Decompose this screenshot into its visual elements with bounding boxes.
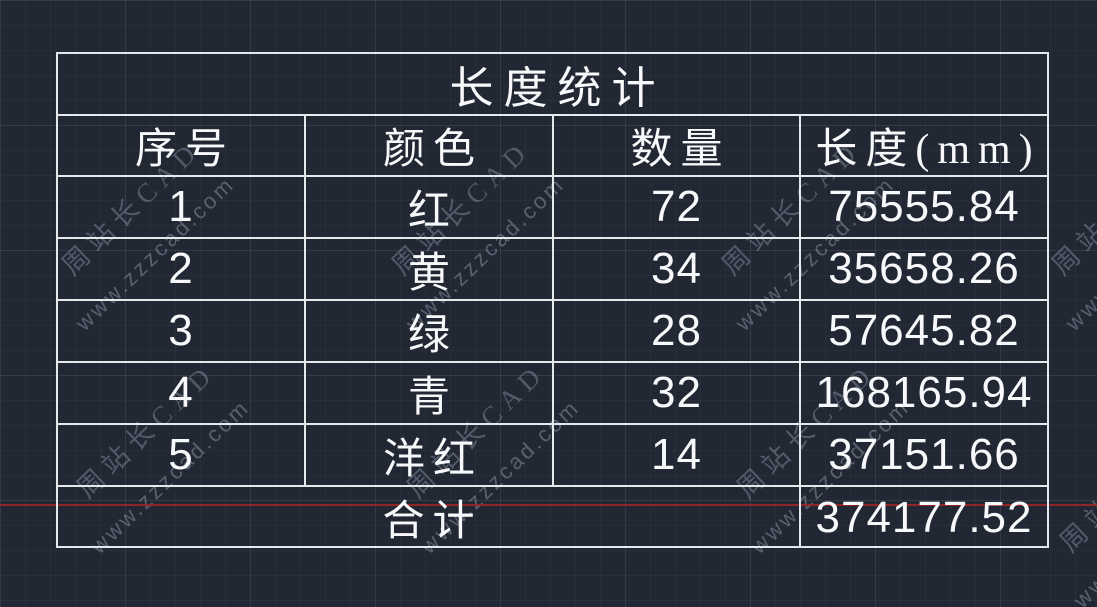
cell-seq[interactable]: 1 xyxy=(58,177,306,237)
table-row: 3 绿 28 57645.82 xyxy=(58,301,1047,363)
cell-length[interactable]: 168165.94 xyxy=(815,368,1033,417)
cell-color[interactable]: 绿 xyxy=(306,301,554,361)
cell-quantity[interactable]: 32 xyxy=(554,363,801,423)
table-total-row: 合计 374177.52 xyxy=(58,487,1047,548)
cell-length[interactable]: 75555.84 xyxy=(828,182,1020,231)
cell-seq[interactable]: 5 xyxy=(58,425,306,485)
table-title[interactable]: 长度统计 xyxy=(449,64,666,113)
column-header-seq[interactable]: 序号 xyxy=(58,116,306,175)
cell-color[interactable]: 洋红 xyxy=(306,425,554,485)
table-title-row: 长度统计 xyxy=(58,54,1047,116)
cell-length[interactable]: 35658.26 xyxy=(828,244,1020,293)
total-label[interactable]: 合计 xyxy=(58,487,801,548)
cell-color[interactable]: 红 xyxy=(306,177,554,237)
table-row: 1 红 72 75555.84 xyxy=(58,177,1047,239)
cell-seq[interactable]: 3 xyxy=(58,301,306,361)
cell-seq[interactable]: 4 xyxy=(58,363,306,423)
table-row: 4 青 32 168165.94 xyxy=(58,363,1047,425)
red-construction-line[interactable] xyxy=(0,504,1097,506)
table-header-row: 序号 颜色 数量 长度(mm) xyxy=(58,116,1047,177)
column-header-length[interactable]: 长度(mm) xyxy=(815,127,1041,173)
cell-seq[interactable]: 2 xyxy=(58,239,306,299)
cell-color[interactable]: 青 xyxy=(306,363,554,423)
cell-length[interactable]: 37151.66 xyxy=(828,430,1020,479)
cell-quantity[interactable]: 72 xyxy=(554,177,801,237)
cell-quantity[interactable]: 14 xyxy=(554,425,801,485)
cell-quantity[interactable]: 34 xyxy=(554,239,801,299)
cell-length[interactable]: 57645.82 xyxy=(828,306,1020,355)
cell-quantity[interactable]: 28 xyxy=(554,301,801,361)
column-header-color[interactable]: 颜色 xyxy=(306,116,554,175)
column-header-quantity[interactable]: 数量 xyxy=(554,116,801,175)
cell-color[interactable]: 黄 xyxy=(306,239,554,299)
table-row: 5 洋红 14 37151.66 xyxy=(58,425,1047,487)
table-row: 2 黄 34 35658.26 xyxy=(58,239,1047,301)
total-value[interactable]: 374177.52 xyxy=(815,492,1033,542)
length-statistics-table[interactable]: 长度统计 序号 颜色 数量 长度(mm) 1 红 72 75555.84 2 黄… xyxy=(56,52,1049,548)
